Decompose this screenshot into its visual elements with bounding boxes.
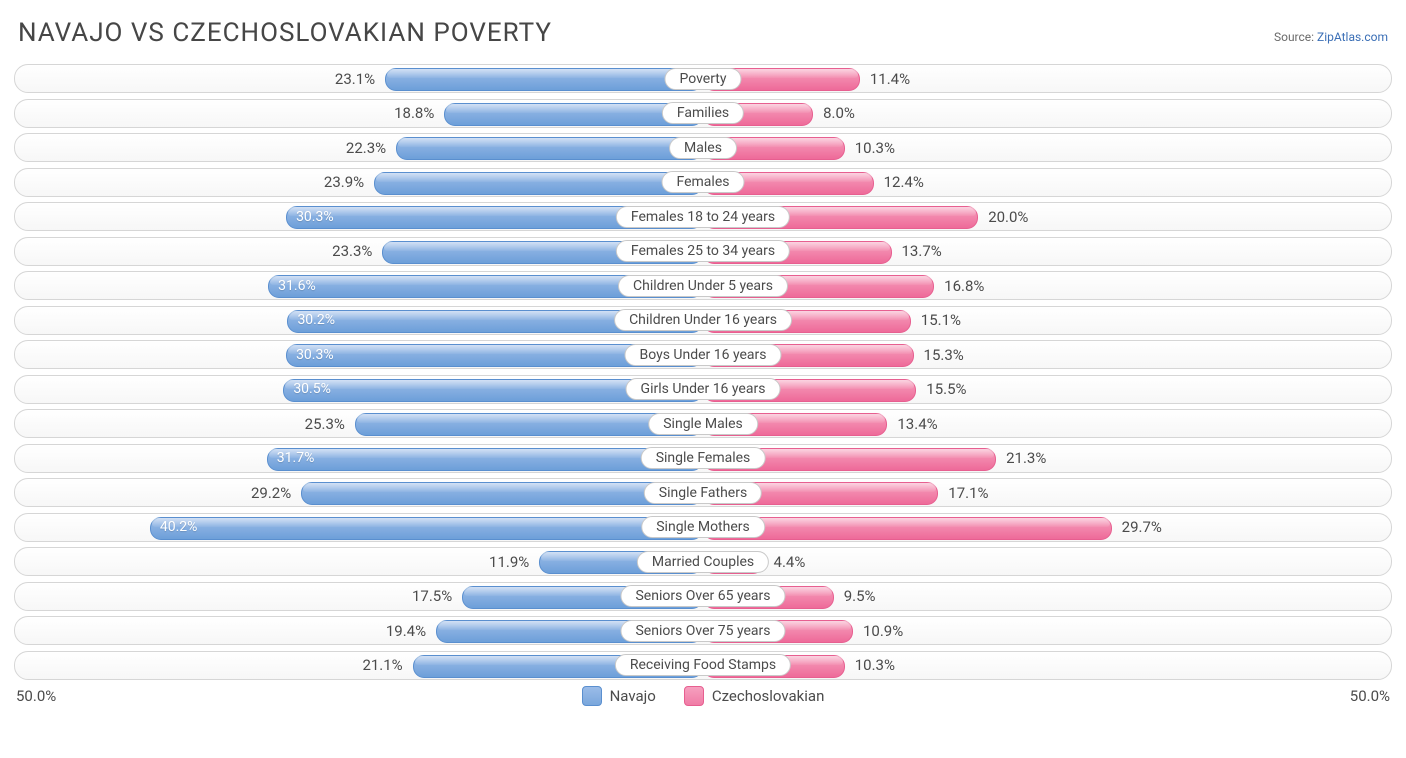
legend-label-right: Czechoslovakian: [712, 687, 825, 705]
source-attribution: Source: ZipAtlas.com: [1274, 30, 1388, 44]
pct-left: 30.3%: [286, 209, 334, 225]
bar-left: [374, 172, 703, 195]
pct-right: 9.5%: [844, 587, 876, 605]
pct-right: 10.3%: [855, 139, 895, 157]
bar-row: 22.3% 10.3% Males: [14, 133, 1392, 162]
pct-left: 31.7%: [267, 450, 315, 466]
pct-right: 15.1%: [921, 311, 961, 329]
pct-left: 23.1%: [335, 70, 375, 88]
bar-row: 18.8% 8.0% Families: [14, 99, 1392, 128]
pct-right: 29.7%: [1122, 518, 1162, 536]
pct-right: 21.3%: [1006, 449, 1046, 467]
pct-left: 31.6%: [268, 278, 316, 294]
source-label: Source:: [1274, 30, 1314, 44]
bar-left: [267, 448, 703, 471]
bar-row: 31.6% 16.8% Children Under 5 years: [14, 271, 1392, 300]
pct-right: 4.4%: [774, 553, 806, 571]
pct-right: 12.4%: [884, 173, 924, 191]
category-label: Females: [662, 171, 745, 193]
legend-item-left: Navajo: [582, 686, 656, 706]
pct-left: 25.3%: [305, 415, 345, 433]
bar-row: 17.5% 9.5% Seniors Over 65 years: [14, 582, 1392, 611]
bar-row: 25.3% 13.4% Single Males: [14, 409, 1392, 438]
pct-left: 19.4%: [386, 622, 426, 640]
category-label: Seniors Over 65 years: [620, 585, 785, 607]
bar-row: 11.9% 4.4% Married Couples: [14, 547, 1392, 576]
bar-row: 23.3% 13.7% Females 25 to 34 years: [14, 237, 1392, 266]
pct-left: 11.9%: [489, 553, 529, 571]
pct-left: 30.2%: [287, 312, 335, 328]
pct-right: 16.8%: [944, 277, 984, 295]
diverging-bar-chart: 23.1% 11.4% Poverty 18.8% 8.0% Families 22.3% 1…: [14, 64, 1392, 680]
bar-row: 30.2% 15.1% Children Under 16 years: [14, 306, 1392, 335]
legend-swatch-left: [582, 686, 602, 706]
legend-item-right: Czechoslovakian: [684, 686, 825, 706]
pct-left: 23.9%: [324, 173, 364, 191]
bar-row: 23.1% 11.4% Poverty: [14, 64, 1392, 93]
pct-right: 13.4%: [897, 415, 937, 433]
bar-row: 23.9% 12.4% Females: [14, 168, 1392, 197]
bar-left: [301, 482, 703, 505]
axis-right-max: 50.0%: [1350, 687, 1390, 705]
pct-left: 21.1%: [362, 656, 402, 674]
chart-title: NAVAJO VS CZECHOSLOVAKIAN POVERTY: [18, 18, 552, 48]
category-label: Males: [669, 137, 737, 159]
pct-right: 11.4%: [870, 70, 910, 88]
bar-left: [150, 517, 703, 540]
pct-left: 18.8%: [394, 104, 434, 122]
bar-left: [385, 68, 703, 91]
pct-right: 17.1%: [948, 484, 988, 502]
category-label: Single Mothers: [641, 516, 765, 538]
pct-left: 17.5%: [412, 587, 452, 605]
category-label: Receiving Food Stamps: [615, 654, 791, 676]
chart-header: NAVAJO VS CZECHOSLOVAKIAN POVERTY Source…: [14, 18, 1392, 48]
pct-left: 40.2%: [150, 519, 198, 535]
bar-row: 29.2% 17.1% Single Fathers: [14, 478, 1392, 507]
category-label: Boys Under 16 years: [624, 344, 781, 366]
bar-row: 30.3% 20.0% Females 18 to 24 years: [14, 202, 1392, 231]
bar-row: 30.5% 15.5% Girls Under 16 years: [14, 375, 1392, 404]
category-label: Single Females: [641, 447, 766, 469]
category-label: Children Under 16 years: [614, 309, 792, 331]
legend-label-left: Navajo: [610, 687, 656, 705]
chart-footer: 50.0% Navajo Czechoslovakian 50.0%: [14, 686, 1392, 706]
pct-left: 29.2%: [251, 484, 291, 502]
bar-row: 40.2% 29.7% Single Mothers: [14, 513, 1392, 542]
pct-right: 10.3%: [855, 656, 895, 674]
pct-right: 10.9%: [863, 622, 903, 640]
category-label: Poverty: [664, 68, 741, 90]
pct-right: 13.7%: [902, 242, 942, 260]
pct-left: 22.3%: [346, 139, 386, 157]
category-label: Single Fathers: [644, 482, 762, 504]
category-label: Girls Under 16 years: [626, 378, 781, 400]
pct-left: 30.5%: [283, 381, 331, 397]
pct-right: 15.5%: [926, 380, 966, 398]
bar-row: 21.1% 10.3% Receiving Food Stamps: [14, 651, 1392, 680]
category-label: Single Males: [648, 413, 758, 435]
bar-left: [396, 137, 703, 160]
pct-right: 15.3%: [924, 346, 964, 364]
category-label: Females 25 to 34 years: [616, 240, 790, 262]
source-value: ZipAtlas.com: [1317, 30, 1388, 44]
bar-row: 30.3% 15.3% Boys Under 16 years: [14, 340, 1392, 369]
bar-row: 19.4% 10.9% Seniors Over 75 years: [14, 616, 1392, 645]
category-label: Females 18 to 24 years: [616, 206, 790, 228]
legend-swatch-right: [684, 686, 704, 706]
category-label: Families: [662, 102, 744, 124]
pct-right: 8.0%: [823, 104, 855, 122]
pct-left: 30.3%: [286, 347, 334, 363]
category-label: Children Under 5 years: [618, 275, 788, 297]
pct-right: 20.0%: [988, 208, 1028, 226]
pct-left: 23.3%: [332, 242, 372, 260]
legend: Navajo Czechoslovakian: [582, 686, 825, 706]
axis-left-max: 50.0%: [16, 687, 56, 705]
category-label: Seniors Over 75 years: [620, 620, 785, 642]
bar-row: 31.7% 21.3% Single Females: [14, 444, 1392, 473]
category-label: Married Couples: [637, 551, 769, 573]
